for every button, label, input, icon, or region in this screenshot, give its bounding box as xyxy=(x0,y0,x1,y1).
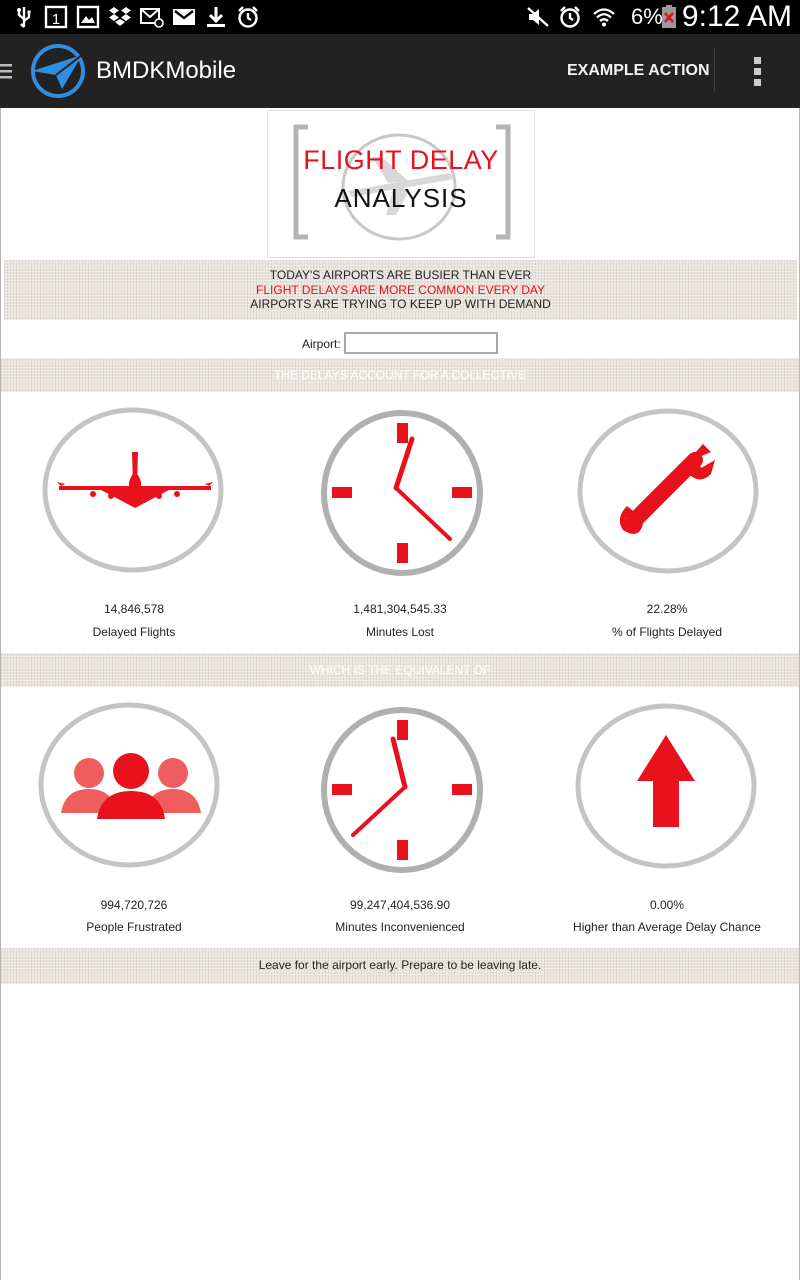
stat-value: 0.00% xyxy=(649,898,685,912)
drawer-indicator-icon[interactable] xyxy=(0,62,12,80)
wifi-icon xyxy=(593,8,615,27)
clock-icon xyxy=(321,707,483,873)
calendar-icon: 1 xyxy=(44,5,68,29)
stat-flights-delayed-pct: 22.28% % of Flights Delayed xyxy=(534,600,800,641)
stat-label: People Frustrated xyxy=(86,920,182,934)
alarm-icon xyxy=(560,6,580,28)
stat-value: 22.28% xyxy=(646,602,688,616)
stat-value: 14,846,578 xyxy=(103,602,165,616)
clock-icon xyxy=(321,410,483,576)
logo-graphic-icon xyxy=(293,124,511,241)
stat-label: Delayed Flights xyxy=(92,625,176,639)
dropbox-icon xyxy=(109,7,131,26)
app-logo-icon[interactable] xyxy=(28,41,86,101)
stat-minutes-inconvenienced: 99,247,404,536.90 Minutes Inconvenienced xyxy=(267,896,533,936)
stat-label: Higher than Average Delay Chance xyxy=(573,920,761,934)
app-title: BMDKMobile xyxy=(96,57,237,84)
gmail-icon xyxy=(173,9,195,25)
webview-content: FLIGHT DELAY ANALYSIS TODAY'S AIRPORTS A… xyxy=(0,108,800,1280)
airplane-icon xyxy=(42,407,224,573)
alarm-icon xyxy=(238,6,258,28)
arrow-up-icon xyxy=(575,703,757,869)
stat-delayed-flights: 14,846,578 Delayed Flights xyxy=(1,600,267,641)
gallery-icon xyxy=(76,5,100,29)
logo-title-line2: ANALYSIS xyxy=(334,183,468,213)
svg-text:1: 1 xyxy=(52,11,60,28)
download-icon xyxy=(207,7,225,27)
logo-title-line1: FLIGHT DELAY xyxy=(303,145,499,175)
action-divider xyxy=(714,48,715,92)
stat-label: Minutes Lost xyxy=(365,625,435,639)
intro-line-1: TODAY'S AIRPORTS ARE BUSIER THAN EVER xyxy=(269,268,532,282)
stat-label: % of Flights Delayed xyxy=(611,625,723,639)
stat-minutes-lost: 1,481,304,545.33 Minutes Lost xyxy=(267,600,533,641)
people-icon xyxy=(38,702,220,868)
airport-label: Airport: xyxy=(302,337,341,351)
stat-value: 994,720,726 xyxy=(100,898,168,912)
battery-percent: 6% xyxy=(631,4,663,29)
mute-icon xyxy=(527,7,549,27)
clock-time: 9:12 AM xyxy=(681,0,792,33)
battery-low-icon xyxy=(662,5,676,28)
intro-line-3: AIRPORTS ARE TRYING TO KEEP UP WITH DEMA… xyxy=(250,297,551,311)
wrench-icon xyxy=(577,408,759,574)
section-heading-equivalent: WHICH IS THE EQUIVALENT OF xyxy=(1,653,799,687)
intro-banner: TODAY'S AIRPORTS ARE BUSIER THAN EVER FL… xyxy=(4,260,797,320)
section-heading-collective: THE DELAYS ACCOUNT FOR A COLLECTIVE xyxy=(1,358,799,392)
usb-icon xyxy=(17,7,31,28)
intro-line-2: FLIGHT DELAYS ARE MORE COMMON EVERY DAY xyxy=(256,282,545,297)
stat-people-frustrated: 994,720,726 People Frustrated xyxy=(1,896,267,936)
stat-value: 1,481,304,545.33 xyxy=(353,602,447,616)
footer-tip: Leave for the airport early. Prepare to … xyxy=(1,948,799,984)
example-action-button[interactable]: EXAMPLE ACTION xyxy=(567,62,710,79)
stat-label: Minutes Inconvenienced xyxy=(335,920,465,934)
status-bar: 1 6% 9:12 AM xyxy=(0,0,800,34)
action-bar: BMDKMobile EXAMPLE ACTION xyxy=(0,34,800,108)
overflow-menu-icon[interactable] xyxy=(745,54,769,88)
email-icon xyxy=(140,8,164,28)
airport-input[interactable] xyxy=(344,332,498,354)
airport-search-row: Airport: xyxy=(1,332,799,356)
flight-delay-logo: FLIGHT DELAY ANALYSIS xyxy=(267,110,535,258)
stat-delay-chance: 0.00% Higher than Average Delay Chance xyxy=(534,896,800,936)
stat-value: 99,247,404,536.90 xyxy=(349,898,451,912)
